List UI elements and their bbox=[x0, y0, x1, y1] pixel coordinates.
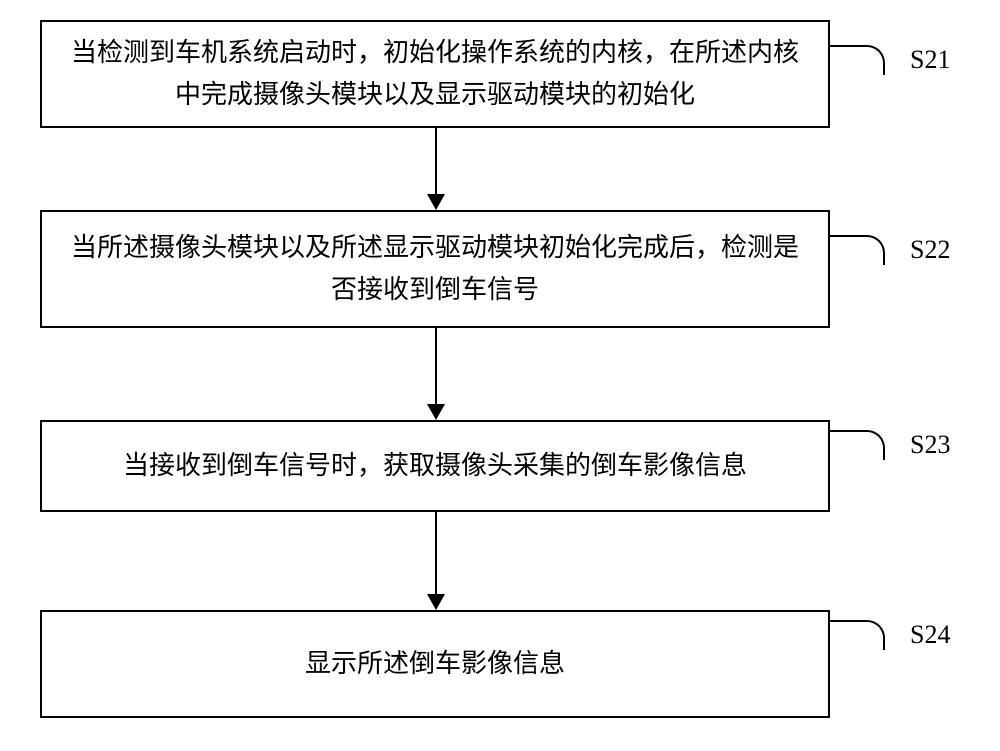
connector-s22 bbox=[830, 235, 885, 265]
arrow-line-1 bbox=[435, 128, 437, 194]
step-text-s23: 当接收到倒车信号时，获取摄像头采集的倒车影像信息 bbox=[123, 445, 747, 487]
arrow-head-1 bbox=[427, 194, 445, 210]
step-box-s21: 当检测到车机系统启动时，初始化操作系统的内核，在所述内核中完成摄像头模块以及显示… bbox=[40, 20, 830, 128]
step-box-s24: 显示所述倒车影像信息 bbox=[40, 610, 830, 718]
connector-s24 bbox=[830, 620, 885, 650]
arrow-head-3 bbox=[427, 594, 445, 610]
connector-s21 bbox=[830, 45, 885, 75]
step-label-s24: S24 bbox=[910, 620, 950, 650]
arrow-line-2 bbox=[435, 328, 437, 404]
step-label-s22: S22 bbox=[910, 235, 950, 265]
step-label-s23: S23 bbox=[910, 430, 950, 460]
arrow-head-2 bbox=[427, 404, 445, 420]
step-text-s21: 当检测到车机系统启动时，初始化操作系统的内核，在所述内核中完成摄像头模块以及显示… bbox=[62, 32, 808, 115]
flowchart-canvas: 当检测到车机系统启动时，初始化操作系统的内核，在所述内核中完成摄像头模块以及显示… bbox=[0, 0, 1000, 751]
step-box-s23: 当接收到倒车信号时，获取摄像头采集的倒车影像信息 bbox=[40, 420, 830, 512]
arrow-line-3 bbox=[435, 512, 437, 594]
connector-s23 bbox=[830, 430, 885, 460]
step-text-s22: 当所述摄像头模块以及所述显示驱动模块初始化完成后，检测是否接收到倒车信号 bbox=[62, 227, 808, 310]
step-label-s21: S21 bbox=[910, 45, 950, 75]
step-text-s24: 显示所述倒车影像信息 bbox=[305, 643, 565, 685]
step-box-s22: 当所述摄像头模块以及所述显示驱动模块初始化完成后，检测是否接收到倒车信号 bbox=[40, 210, 830, 328]
